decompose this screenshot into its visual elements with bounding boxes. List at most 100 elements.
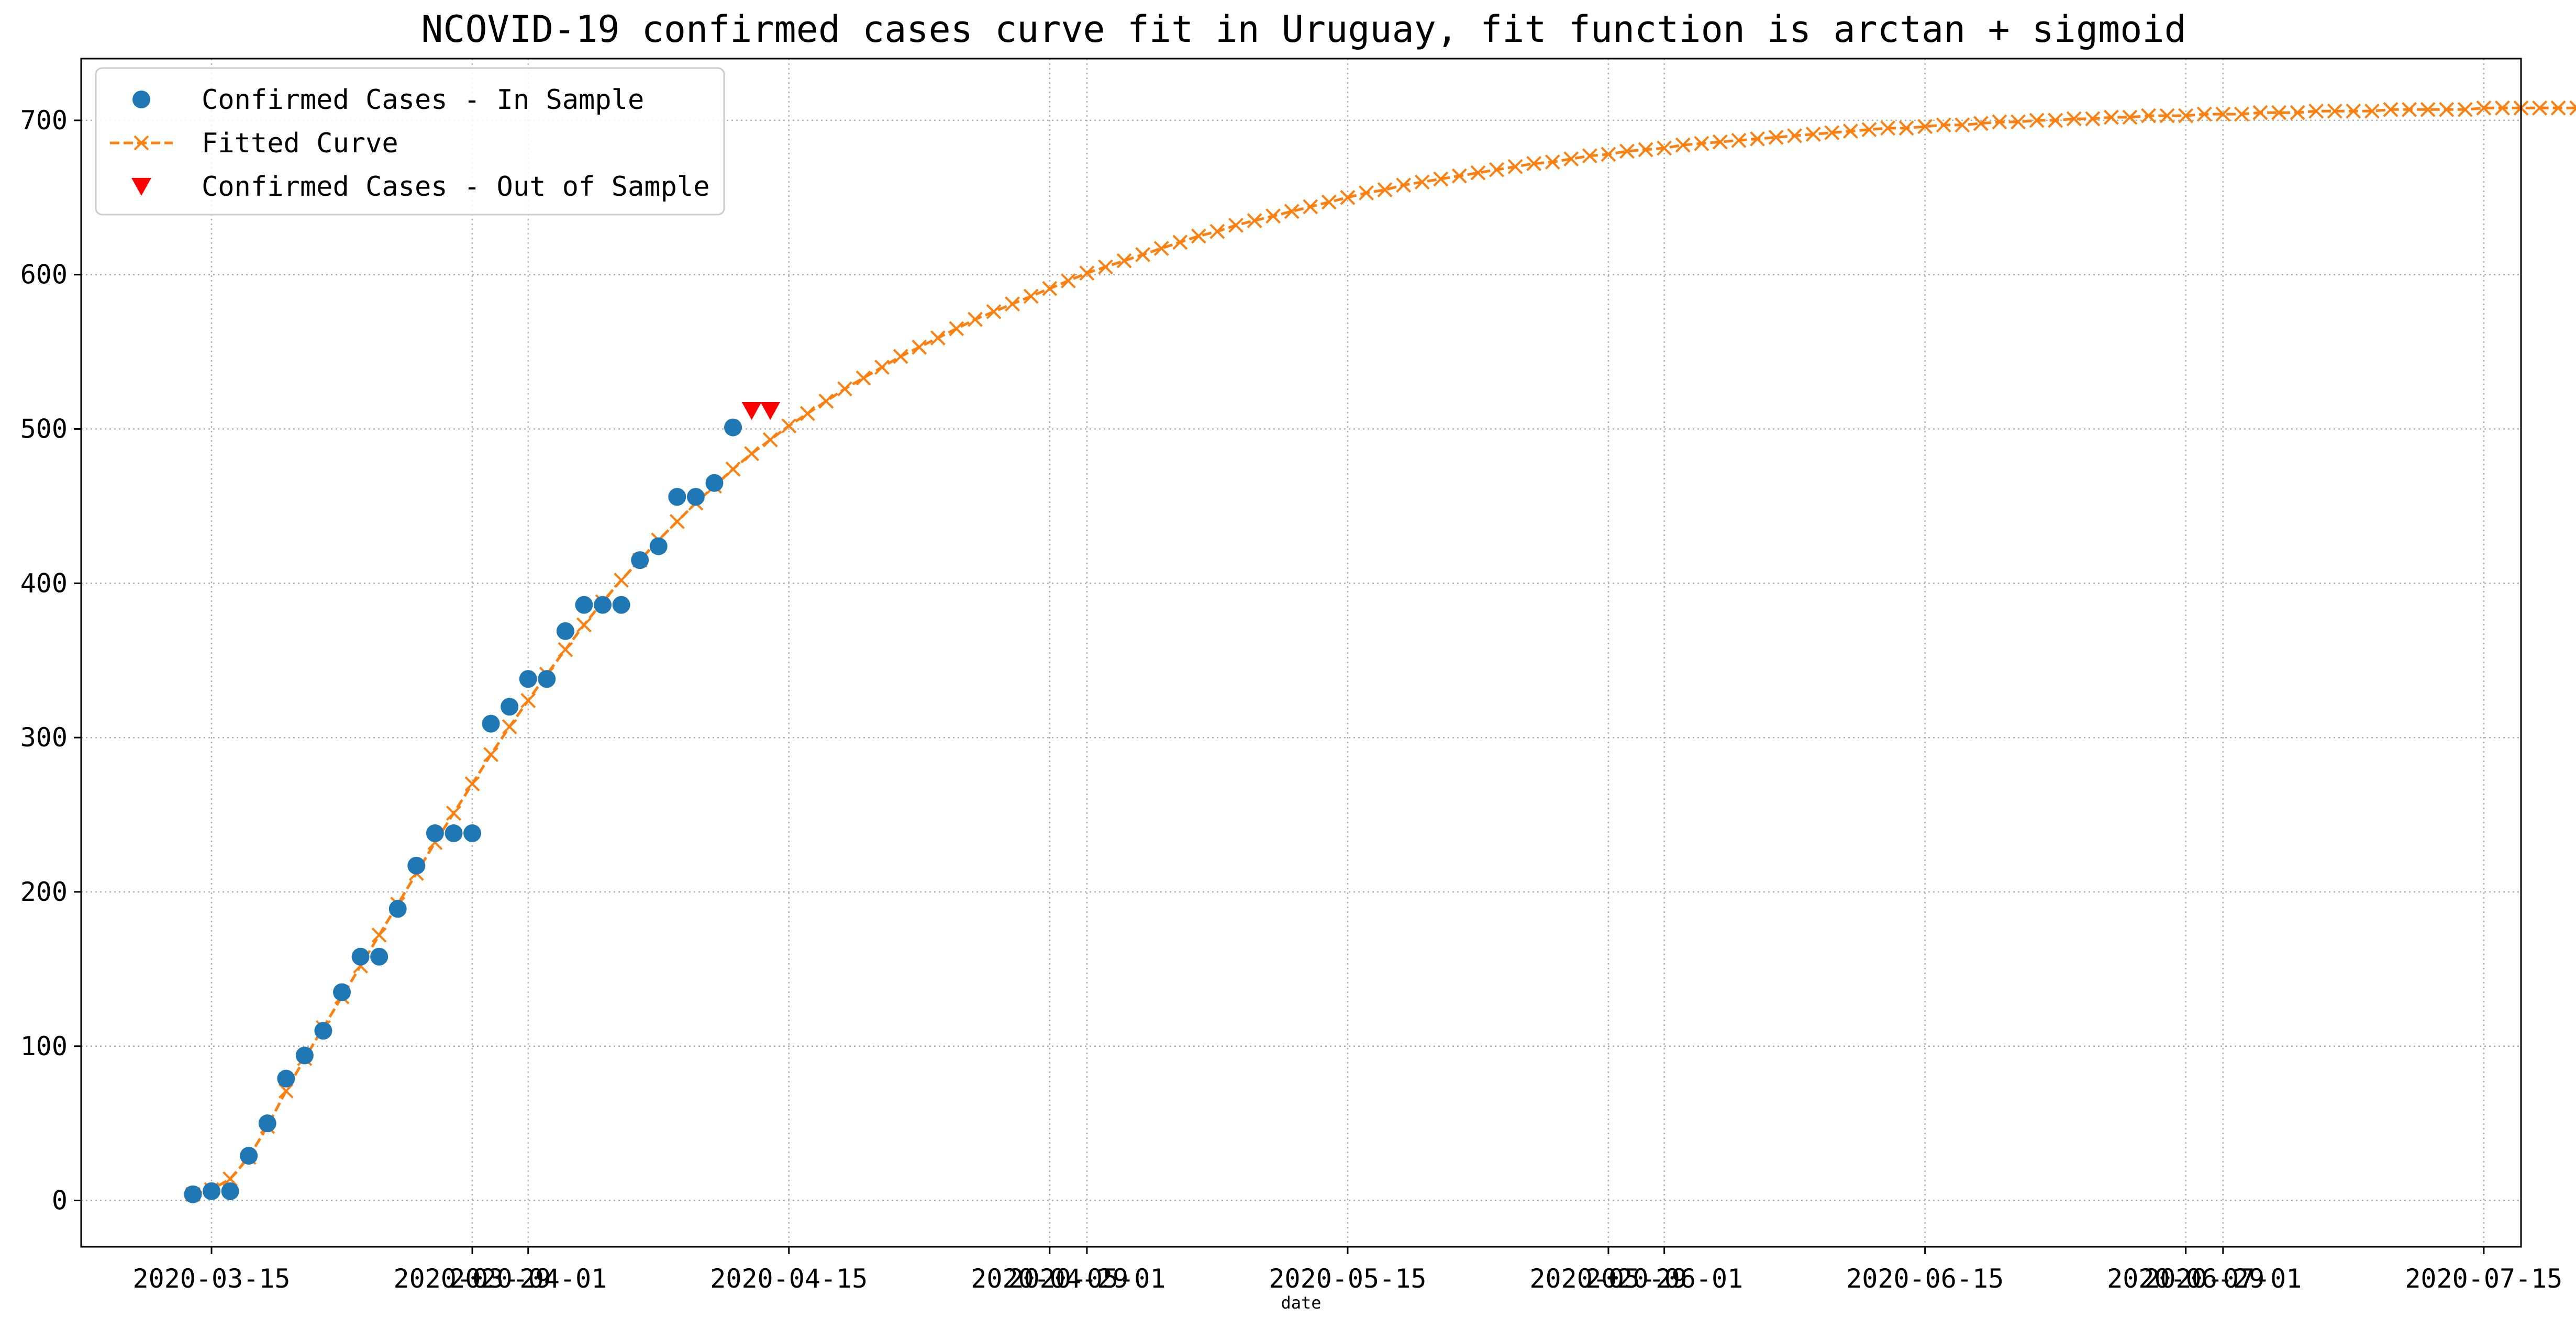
y-tick-label: 400 xyxy=(20,568,68,598)
in-sample-point xyxy=(649,537,668,555)
fitted-curve-point xyxy=(2048,113,2063,128)
y-tick-label: 600 xyxy=(20,260,68,290)
fitted-curve-point xyxy=(2011,114,2026,130)
x-axis-label: date xyxy=(1281,1293,1321,1313)
fitted-curve-point xyxy=(1507,159,1523,174)
x-tick-label: 2020-03-15 xyxy=(132,1264,290,1294)
fitted-curve-point xyxy=(1023,288,1039,304)
fitted-curve-point xyxy=(520,692,536,708)
fitted-curve-point xyxy=(1992,114,2007,130)
legend-label: Fitted Curve xyxy=(202,128,398,159)
in-sample-point xyxy=(482,714,500,733)
legend: Confirmed Cases - In Sample Fitted Curve C… xyxy=(95,67,725,216)
plot-frame xyxy=(80,58,2522,1248)
in-sample-point xyxy=(612,596,630,614)
in-sample-point xyxy=(240,1147,258,1165)
fitted-curve-point xyxy=(1898,120,1914,136)
in-sample-point xyxy=(333,983,351,1001)
fitted-curve-point xyxy=(1824,125,1840,140)
fitted-curve-point xyxy=(2364,103,2380,119)
x-tick-label: 2020-04-15 xyxy=(710,1264,868,1294)
fitted-curve-point xyxy=(278,1083,294,1099)
fitted-curve-point xyxy=(1638,142,1653,158)
fitted-curve-point xyxy=(856,370,871,386)
x-tick-label: 2020-05-01 xyxy=(1008,1264,1165,1294)
fitted-curve-point xyxy=(2569,100,2576,116)
fitted-curve-point xyxy=(1955,117,1970,133)
fitted-curve-point xyxy=(1079,265,1095,281)
fitted-curve-point xyxy=(949,321,964,337)
out-of-sample-point xyxy=(760,402,781,420)
fitted-curve-point xyxy=(2327,103,2342,119)
fitted-curve-point xyxy=(371,927,387,943)
x-tick-label: 2020-05-15 xyxy=(1269,1264,1426,1294)
fitted-curve-point xyxy=(1694,136,1709,151)
fitted-curve-point xyxy=(874,360,890,375)
in-sample-point xyxy=(463,824,482,842)
y-tick-label: 300 xyxy=(20,722,68,753)
fitted-curve-point xyxy=(1731,132,1747,148)
fitted-curve-point xyxy=(1973,116,1989,131)
fitted-curve-point xyxy=(1768,129,1784,145)
fitted-curve-point xyxy=(2495,100,2510,116)
in-sample-point xyxy=(221,1182,239,1200)
y-tick-label: 700 xyxy=(20,105,68,136)
fitted-curve-point xyxy=(2234,106,2249,122)
fitted-curve-point xyxy=(1805,127,1821,142)
fitted-curve-point xyxy=(1321,194,1337,210)
fitted-curve-point xyxy=(1601,147,1616,162)
in-sample-point xyxy=(351,947,370,966)
fitted-curve-point xyxy=(1936,117,1951,133)
fitted-curve-point xyxy=(2457,102,2473,117)
fitted-curve-point xyxy=(2103,109,2119,125)
fitted-curve-point xyxy=(2308,103,2324,119)
out-of-sample-point xyxy=(741,402,762,420)
fitted-curve-point xyxy=(1359,185,1374,200)
in-sample-point xyxy=(538,670,556,688)
legend-marker-swatch xyxy=(131,177,151,196)
in-sample-point xyxy=(668,488,686,506)
in-sample-point xyxy=(184,1185,202,1203)
legend-label: Confirmed Cases - In Sample xyxy=(202,84,644,116)
fitted-curve-point xyxy=(1340,189,1356,205)
fitted-curve-point xyxy=(2066,111,2082,127)
fitted-curve-point xyxy=(1172,234,1188,250)
in-sample-point xyxy=(203,1182,221,1200)
in-sample-point xyxy=(724,418,742,437)
fitted-curve-point xyxy=(2122,109,2138,125)
x-tick-label: 2020-06-29 xyxy=(2107,1264,2264,1294)
fitted-curve-point xyxy=(1209,223,1225,239)
x-tick-label: 2020-06-15 xyxy=(1846,1264,2004,1294)
fitted-curve-point xyxy=(1153,241,1169,256)
fitted-curve-point xyxy=(2196,106,2212,122)
fitted-curve-point xyxy=(1917,119,1933,135)
fitted-curve-point xyxy=(1489,162,1504,177)
fitted-curve-point xyxy=(986,304,1002,319)
in-sample-point xyxy=(501,698,519,716)
fitted-curve-point xyxy=(1787,128,1803,143)
fitted-curve-point xyxy=(1116,253,1132,269)
fitted-curve-point xyxy=(2383,102,2399,117)
fitted-curve-point xyxy=(968,311,983,327)
fitted-curve-point xyxy=(1228,217,1243,233)
fitted-curve-point xyxy=(2271,105,2286,120)
legend-entry-out-of-sample: Confirmed Cases - Out of Sample xyxy=(131,171,710,203)
series-group xyxy=(741,402,781,420)
in-sample-point xyxy=(575,596,593,614)
fitted-curve-point xyxy=(2532,100,2547,116)
in-sample-point xyxy=(295,1046,314,1065)
x-tick-label: 2020-07-01 xyxy=(2144,1264,2302,1294)
legend-label: Confirmed Cases - Out of Sample xyxy=(202,171,710,203)
fitted-curve-point xyxy=(1098,259,1113,275)
y-tick-label: 0 xyxy=(52,1186,68,1216)
fitted-curve-point xyxy=(1675,137,1691,153)
fitted-curve-point xyxy=(1433,171,1449,187)
fitted-curve-point xyxy=(1712,134,1728,150)
in-sample-point xyxy=(388,900,407,918)
legend-marker-swatch xyxy=(134,135,149,151)
series-layer xyxy=(184,100,2576,1203)
fitted-curve-point xyxy=(1842,124,1858,139)
series-group xyxy=(184,418,742,1203)
legend-box xyxy=(95,67,725,216)
fitted-curve-point xyxy=(2476,100,2492,116)
